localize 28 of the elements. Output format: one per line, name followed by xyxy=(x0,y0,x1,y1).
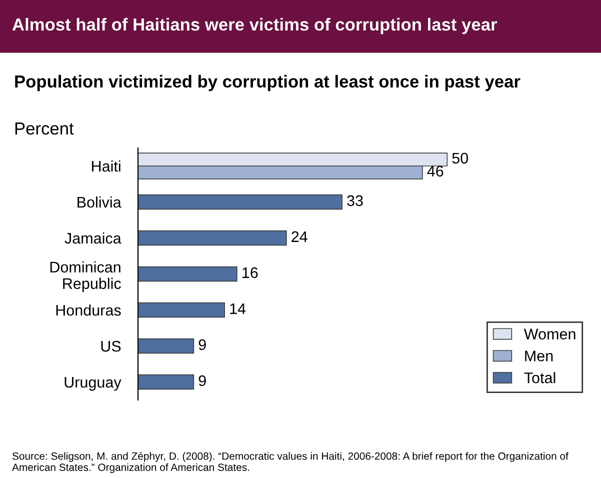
y-tick-label: Honduras xyxy=(56,304,121,316)
data-label: 33 xyxy=(347,195,363,206)
chart-title: Almost half of Haitians were victims of corruption last year xyxy=(12,18,497,34)
y-tick-label: Bolivia xyxy=(78,196,122,208)
data-label: 50 xyxy=(452,152,468,164)
bar xyxy=(138,374,194,390)
data-label: 24 xyxy=(292,231,308,242)
y-tick-label: Dominican Republic xyxy=(50,261,121,292)
y-tick-label: US xyxy=(101,340,121,352)
data-label: 16 xyxy=(242,267,258,278)
data-label: 46 xyxy=(427,166,444,177)
y-tick-label: Uruguay xyxy=(64,377,122,391)
text: Percent xyxy=(15,122,74,135)
data-label: 14 xyxy=(230,303,246,314)
source-note: Source: Seligson, M. and Zéphyr, D. (2008). “Democratic values in Haiti, 2006-2008: A brief report for the Organization of American States.” Organization of American States. xyxy=(12,452,568,474)
bar xyxy=(138,266,238,282)
data-label: 9 xyxy=(198,339,206,350)
bar xyxy=(138,230,287,246)
data-label: 9 xyxy=(198,375,206,386)
legend-label: Women xyxy=(524,328,576,340)
y-tick-label: Jamaica xyxy=(64,232,122,244)
legend-label: Men xyxy=(525,350,553,362)
y-tick-label: Haiti xyxy=(92,160,120,172)
legend-label: Total xyxy=(524,372,556,384)
bar xyxy=(138,194,342,210)
chart-subtitle: Population victimized by corruption at least once in past year xyxy=(15,74,520,92)
bar xyxy=(138,302,225,318)
bar xyxy=(138,338,194,354)
